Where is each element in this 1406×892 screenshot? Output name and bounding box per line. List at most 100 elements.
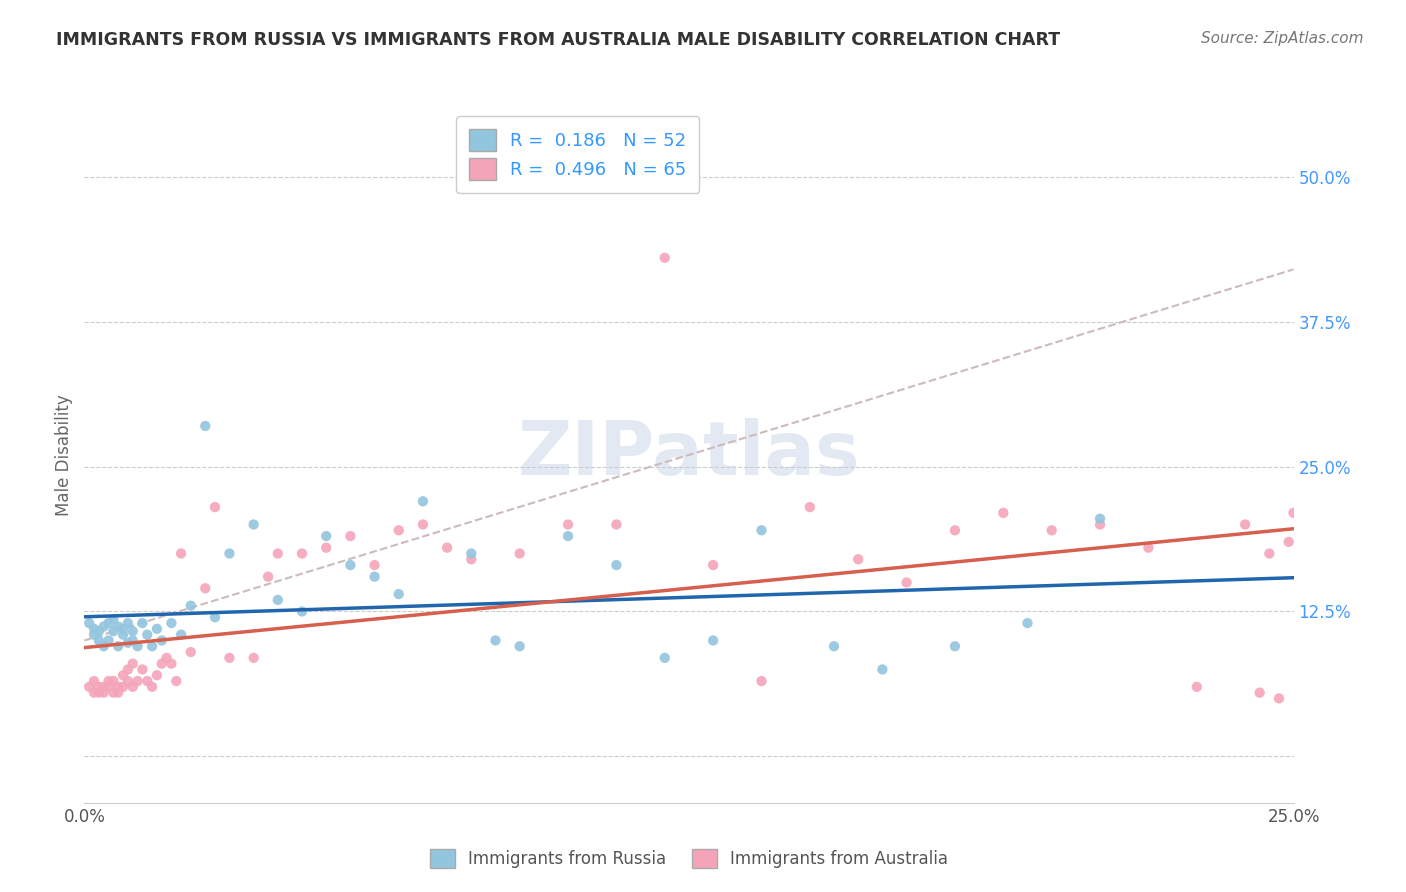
- Point: [83, 628, 105, 642]
- Point: [93, 619, 115, 633]
- Point: [112, 622, 135, 636]
- Point: [484, 633, 506, 648]
- Point: [103, 624, 125, 639]
- Point: [339, 529, 361, 543]
- Point: [242, 651, 264, 665]
- Point: [83, 685, 105, 699]
- Point: [1278, 534, 1301, 549]
- Point: [363, 558, 385, 573]
- Point: [702, 558, 724, 573]
- Point: [97, 633, 120, 648]
- Point: [136, 674, 159, 689]
- Point: [509, 639, 531, 653]
- Point: [97, 680, 120, 694]
- Point: [267, 592, 290, 607]
- Point: [121, 657, 143, 671]
- Point: [267, 546, 290, 561]
- Point: [605, 558, 627, 573]
- Point: [1088, 512, 1111, 526]
- Point: [388, 523, 411, 537]
- Point: [131, 662, 153, 677]
- Point: [93, 685, 115, 699]
- Legend: Immigrants from Russia, Immigrants from Australia: Immigrants from Russia, Immigrants from …: [423, 842, 955, 874]
- Point: [180, 599, 202, 613]
- Point: [150, 633, 173, 648]
- Point: [117, 662, 139, 677]
- Point: [654, 251, 676, 265]
- Point: [83, 622, 105, 636]
- Point: [943, 523, 966, 537]
- Point: [121, 633, 143, 648]
- Point: [204, 500, 226, 514]
- Point: [146, 668, 169, 682]
- Point: [1088, 517, 1111, 532]
- Point: [87, 685, 110, 699]
- Point: [112, 668, 135, 682]
- Point: [751, 523, 773, 537]
- Point: [121, 680, 143, 694]
- Point: [363, 570, 385, 584]
- Point: [315, 541, 337, 555]
- Text: IMMIGRANTS FROM RUSSIA VS IMMIGRANTS FROM AUSTRALIA MALE DISABILITY CORRELATION : IMMIGRANTS FROM RUSSIA VS IMMIGRANTS FRO…: [56, 31, 1060, 49]
- Point: [127, 639, 149, 653]
- Point: [131, 615, 153, 630]
- Point: [155, 651, 177, 665]
- Point: [107, 639, 129, 653]
- Point: [218, 546, 240, 561]
- Point: [823, 639, 845, 653]
- Point: [412, 517, 434, 532]
- Point: [87, 624, 110, 639]
- Point: [204, 610, 226, 624]
- Point: [103, 685, 125, 699]
- Point: [1234, 517, 1257, 532]
- Point: [103, 613, 125, 627]
- Point: [136, 628, 159, 642]
- Point: [993, 506, 1015, 520]
- Point: [160, 615, 183, 630]
- Point: [194, 419, 217, 434]
- Point: [194, 582, 217, 596]
- Point: [112, 628, 135, 642]
- Text: Source: ZipAtlas.com: Source: ZipAtlas.com: [1201, 31, 1364, 46]
- Point: [388, 587, 411, 601]
- Point: [107, 685, 129, 699]
- Point: [127, 674, 149, 689]
- Point: [121, 624, 143, 639]
- Point: [97, 615, 120, 630]
- Point: [93, 639, 115, 653]
- Point: [1282, 506, 1305, 520]
- Point: [1249, 685, 1271, 699]
- Point: [93, 680, 115, 694]
- Point: [799, 500, 821, 514]
- Point: [1040, 523, 1063, 537]
- Point: [896, 575, 918, 590]
- Point: [218, 651, 240, 665]
- Point: [141, 639, 163, 653]
- Point: [87, 633, 110, 648]
- Point: [339, 558, 361, 573]
- Point: [460, 552, 482, 566]
- Point: [160, 657, 183, 671]
- Point: [943, 639, 966, 653]
- Text: ZIPatlas: ZIPatlas: [517, 418, 860, 491]
- Point: [146, 622, 169, 636]
- Point: [1185, 680, 1208, 694]
- Point: [1258, 546, 1281, 561]
- Point: [141, 680, 163, 694]
- Point: [103, 674, 125, 689]
- Point: [112, 680, 135, 694]
- Point: [107, 619, 129, 633]
- Point: [180, 645, 202, 659]
- Point: [242, 517, 264, 532]
- Point: [291, 605, 314, 619]
- Point: [117, 674, 139, 689]
- Point: [751, 674, 773, 689]
- Point: [436, 541, 458, 555]
- Point: [150, 657, 173, 671]
- Point: [257, 570, 280, 584]
- Point: [170, 628, 193, 642]
- Point: [291, 546, 314, 561]
- Point: [1137, 541, 1160, 555]
- Point: [702, 633, 724, 648]
- Point: [107, 680, 129, 694]
